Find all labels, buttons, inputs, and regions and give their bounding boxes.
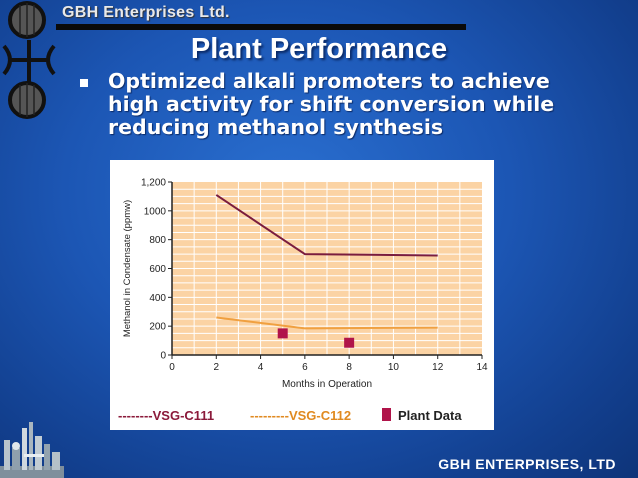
chart-legend: --------VSG-C111 ---------VSG-C112 Plant… <box>110 406 494 426</box>
y-tick-label: 800 <box>149 235 166 246</box>
y-tick-label: 400 <box>149 293 166 304</box>
footer-company: GBH ENTERPRISES, LTD <box>438 456 616 472</box>
x-tick-label: 8 <box>346 362 352 373</box>
bullet-item: Optimized alkali promoters to achieve hi… <box>80 70 600 139</box>
bullet-square-icon <box>80 79 88 87</box>
legend-vsg-c111: --------VSG-C111 <box>118 408 215 423</box>
header-rule <box>56 24 466 30</box>
y-tick-label: 1000 <box>144 206 167 217</box>
y-tick-label: 600 <box>149 264 166 275</box>
legend-vsg-c112: ---------VSG-C112 <box>250 408 352 423</box>
industrial-plant-icon <box>0 422 64 478</box>
bullet-list: Optimized alkali promoters to achieve hi… <box>80 70 600 139</box>
x-axis-label: Months in Operation <box>282 379 372 390</box>
y-tick-label: 200 <box>149 322 166 333</box>
legend-plant-data-marker <box>382 408 391 421</box>
x-tick-label: 0 <box>169 362 175 373</box>
legend-plant-data: Plant Data <box>398 408 462 423</box>
methanol-chart: 0 2 4 6 8 10 12 14 0 200 400 600 800 1000 1,200 Months … <box>122 178 488 391</box>
series-line-vsg-c111 <box>215 194 438 257</box>
company-logo <box>2 1 56 119</box>
y-axis-label: Methanol in Condensate (ppmw) <box>122 200 133 337</box>
x-tick-label: 4 <box>258 362 264 373</box>
series-line-vsg-c112 <box>216 316 438 330</box>
y-tick-label: 0 <box>160 351 166 362</box>
x-tick-label: 14 <box>476 362 488 373</box>
x-tick-label: 12 <box>432 362 444 373</box>
bullet-line: high activity for shift conversion while <box>108 92 555 116</box>
bullet-line: reducing methanol synthesis <box>108 115 444 139</box>
x-tick-label: 10 <box>388 362 400 373</box>
plant-data-point <box>277 328 288 339</box>
plant-data-point <box>344 337 355 348</box>
x-tick-label: 6 <box>302 362 308 373</box>
bullet-line: Optimized alkali promoters to achieve <box>108 69 550 93</box>
chart-panel: 0 2 4 6 8 10 12 14 0 200 400 600 800 1000 1,200 Months … <box>110 160 494 430</box>
company-name: GBH Enterprises Ltd. <box>62 4 230 21</box>
slide-title: Plant Performance <box>190 33 448 65</box>
y-tick-label: 1,200 <box>141 178 166 189</box>
x-tick-label: 2 <box>214 362 220 373</box>
